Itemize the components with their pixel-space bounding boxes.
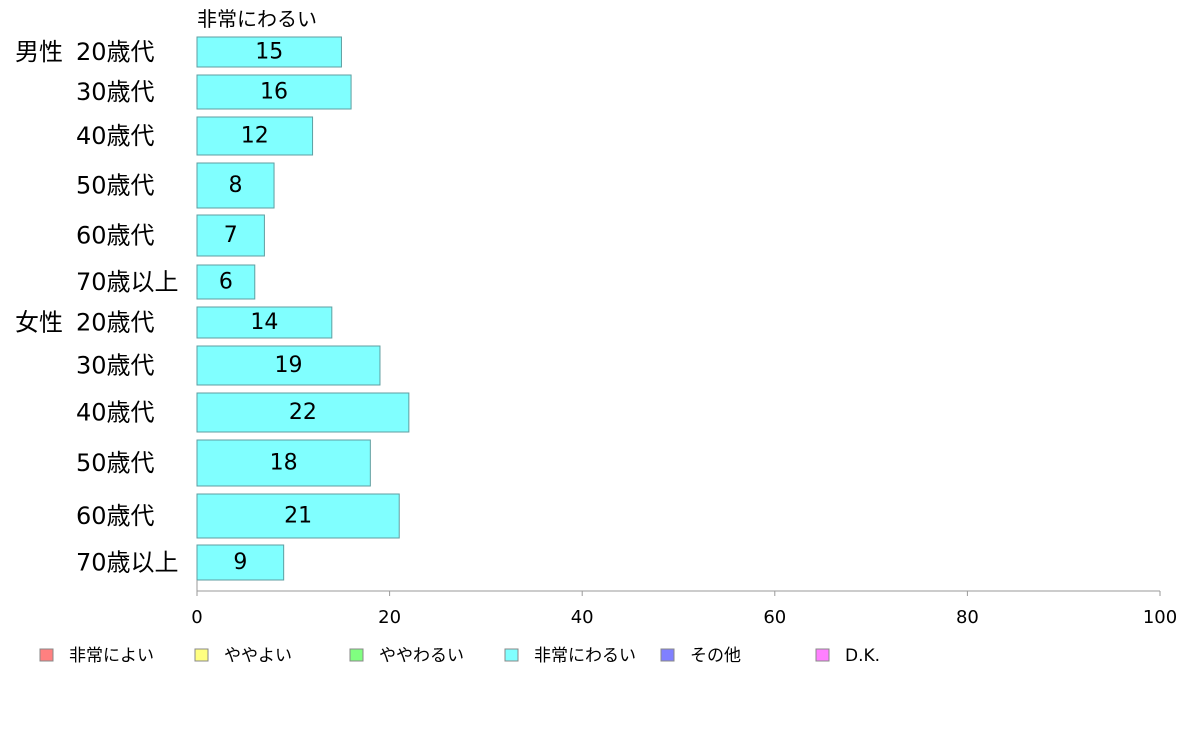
group-label-1: 男性 bbox=[15, 38, 63, 66]
value-label-3: 12 bbox=[241, 124, 269, 149]
bar-11 bbox=[196, 493, 400, 539]
legend-label-6: D.K. bbox=[845, 646, 880, 666]
legend-label-3: ややわるい bbox=[379, 646, 464, 666]
category-label-8: 30歳代 bbox=[76, 352, 155, 380]
value-label-9: 22 bbox=[289, 400, 317, 425]
bar-3 bbox=[196, 116, 314, 156]
bar-6 bbox=[196, 264, 256, 300]
bar-10 bbox=[196, 439, 371, 487]
x-axis: 0 20 40 60 80 100 bbox=[191, 580, 1177, 628]
legend-label-2: ややよい bbox=[224, 646, 292, 666]
category-label-1: 20歳代 bbox=[76, 38, 155, 66]
bar-7 bbox=[196, 306, 333, 339]
category-label-7: 20歳代 bbox=[76, 309, 155, 337]
legend-swatch-6 bbox=[815, 648, 830, 662]
value-label-6: 6 bbox=[219, 270, 233, 295]
x-tick-label-40: 40 bbox=[571, 607, 594, 628]
legend-label-4: 非常にわるい bbox=[534, 646, 636, 666]
value-label-7: 14 bbox=[250, 310, 278, 335]
legend-swatch-4 bbox=[504, 648, 519, 662]
category-label-6: 70歳以上 bbox=[76, 268, 179, 296]
legend-label-1: 非常によい bbox=[69, 646, 154, 666]
x-tick-label-80: 80 bbox=[956, 607, 979, 628]
category-label-2: 30歳代 bbox=[76, 78, 155, 106]
x-tick-label-100: 100 bbox=[1143, 607, 1177, 628]
bar-9 bbox=[196, 392, 410, 433]
group-label-2: 女性 bbox=[15, 309, 63, 337]
x-tick-label-0: 0 bbox=[191, 607, 202, 628]
legend-swatch-1 bbox=[39, 648, 54, 662]
plot-area: 1520歳代男性1630歳代1240歳代850歳代760歳代670歳以上1420… bbox=[15, 36, 410, 581]
category-label-3: 40歳代 bbox=[76, 122, 155, 150]
legend-label-5: その他 bbox=[690, 646, 741, 666]
x-tick-label-60: 60 bbox=[763, 607, 786, 628]
value-label-5: 7 bbox=[224, 223, 238, 248]
value-label-4: 8 bbox=[229, 173, 243, 198]
value-label-12: 9 bbox=[233, 550, 247, 575]
legend-swatch-3 bbox=[349, 648, 364, 662]
category-label-9: 40歳代 bbox=[76, 399, 155, 427]
x-tick-label-20: 20 bbox=[378, 607, 401, 628]
category-label-12: 70歳以上 bbox=[76, 549, 179, 577]
legend-swatch-5 bbox=[660, 648, 675, 662]
value-label-8: 19 bbox=[274, 353, 302, 378]
category-label-10: 50歳代 bbox=[76, 449, 155, 477]
value-label-1: 15 bbox=[255, 40, 283, 65]
category-label-11: 60歳代 bbox=[76, 502, 155, 530]
bar-5 bbox=[196, 214, 265, 257]
value-label-11: 21 bbox=[284, 504, 312, 529]
value-label-2: 16 bbox=[260, 80, 288, 105]
series-label: 非常にわるい bbox=[197, 7, 317, 31]
category-label-5: 60歳代 bbox=[76, 222, 155, 250]
bar-1 bbox=[196, 36, 342, 68]
legend: 非常によい ややよい ややわるい 非常にわるい その他 D.K. bbox=[39, 646, 880, 666]
category-label-4: 50歳代 bbox=[76, 172, 155, 200]
legend-swatch-2 bbox=[194, 648, 209, 662]
bar-12 bbox=[196, 544, 285, 581]
bar-2 bbox=[196, 74, 352, 110]
bar-8 bbox=[196, 345, 381, 386]
value-label-10: 18 bbox=[270, 451, 298, 476]
bar-4 bbox=[196, 162, 275, 209]
